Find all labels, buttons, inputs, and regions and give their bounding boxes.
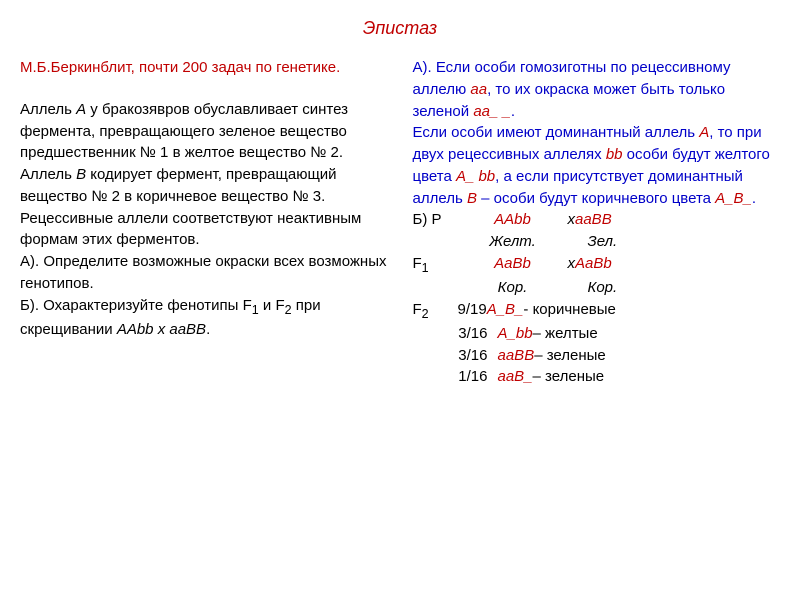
genotype-aa-blank: аа_ _ — [473, 103, 511, 120]
text: и F — [259, 297, 285, 314]
columns: М.Б.Беркинблит, почти 200 задач по генет… — [20, 57, 780, 388]
f2-frac2: 3/16 — [413, 323, 498, 345]
spacer — [413, 277, 458, 299]
label-p: Б) P — [413, 209, 458, 231]
parent1-phenotype: Желт. — [458, 231, 568, 253]
allele-a: А — [76, 101, 86, 118]
f2-genotype2: А_bb — [498, 323, 533, 345]
f1-row: F1 АаВb x АаВb — [413, 253, 781, 277]
genotype-ab: А_В_ — [715, 190, 752, 207]
parent2-phenotype: Зел. — [588, 231, 618, 253]
answer-a-part1: А). Если особи гомозиготны по рецессивно… — [413, 57, 781, 122]
right-column: А). Если особи гомозиготны по рецессивно… — [413, 57, 781, 388]
text: Если особи имеют доминантный аллель — [413, 124, 700, 141]
spacer — [413, 231, 458, 253]
text: – особи будут коричневого цвета — [477, 190, 715, 207]
cross-scheme: Б) P ААbb x ааВВ Желт. Зел. F1 АаВb x Аа… — [413, 209, 781, 388]
cross-genotypes: ААbb x aaBB — [117, 321, 206, 338]
f1-text: F — [413, 255, 422, 272]
question-a: А). Определите возможные окраски всех во… — [20, 251, 388, 295]
f2-frac4: 1/16 — [413, 366, 498, 388]
f2-row-2: 3/16 А_bb – желтые — [413, 323, 781, 345]
text: . — [206, 321, 210, 338]
spacer — [568, 277, 588, 299]
text: . — [752, 190, 756, 207]
genotype-abb: А_ bb — [456, 168, 495, 185]
parent-phenotype-row: Желт. Зел. — [413, 231, 781, 253]
parent-row: Б) P ААbb x ааВВ — [413, 209, 781, 231]
allele-a-red: А — [699, 124, 709, 141]
f2-genotype3: ааВВ — [498, 345, 535, 367]
f1-phenotype-row: Кор. Кор. — [413, 277, 781, 299]
f1-sub: 1 — [422, 261, 429, 275]
sub-1: 1 — [252, 303, 259, 317]
page-title: Эпистаз — [20, 18, 780, 39]
question-b: Б). Охарактеризуйте фенотипы F1 и F2 при… — [20, 295, 388, 341]
f2-phenotype1: - коричневые — [523, 299, 616, 323]
f1-phenotype1: Кор. — [458, 277, 568, 299]
left-column: М.Б.Беркинблит, почти 200 задач по генет… — [20, 57, 388, 388]
f1-genotype1: АаВb — [458, 253, 568, 277]
f1-genotype2: АаВb — [575, 253, 612, 277]
genotype-bb: bb — [606, 146, 623, 163]
f2-sub: 2 — [422, 307, 429, 321]
parent2-genotype: ааВВ — [575, 209, 612, 231]
f2-row-1: F2 9/19 А_В_ - коричневые — [413, 299, 781, 323]
problem-paragraph: Аллель А у бракозявров обуславливает син… — [20, 99, 388, 251]
text: Б). Охарактеризуйте фенотипы F — [20, 297, 252, 314]
f1-phenotype2: Кор. — [588, 277, 618, 299]
f2-phenotype3: – зеленые — [534, 345, 606, 367]
allele-b-red: В — [467, 190, 477, 207]
cross-x: x — [568, 253, 576, 277]
spacer — [568, 231, 588, 253]
source-text: М.Б.Беркинблит, почти 200 задач по генет… — [20, 57, 388, 79]
answer-a-part2: Если особи имеют доминантный аллель А, т… — [413, 122, 781, 209]
f2-phenotype4: – зеленые — [533, 366, 605, 388]
label-f1: F1 — [413, 253, 458, 277]
allele-b: В — [76, 166, 86, 183]
f2-text: F — [413, 301, 422, 318]
f2-phenotype2: – желтые — [533, 323, 598, 345]
label-f2: F2 — [413, 299, 458, 323]
f2-row-3: 3/16 ааВВ – зеленые — [413, 345, 781, 367]
sub-2: 2 — [285, 303, 292, 317]
f2-frac3: 3/16 — [413, 345, 498, 367]
cross-x: x — [568, 209, 576, 231]
text: . — [511, 103, 515, 120]
genotype-aa: аа — [470, 81, 487, 98]
f2-genotype1: А_В_ — [487, 299, 524, 323]
f2-genotype4: ааВ_ — [498, 366, 533, 388]
parent1-genotype: ААbb — [458, 209, 568, 231]
f2-frac1: 9/19 — [458, 299, 487, 323]
text: Аллель — [20, 101, 76, 118]
f2-row-4: 1/16 ааВ_ – зеленые — [413, 366, 781, 388]
